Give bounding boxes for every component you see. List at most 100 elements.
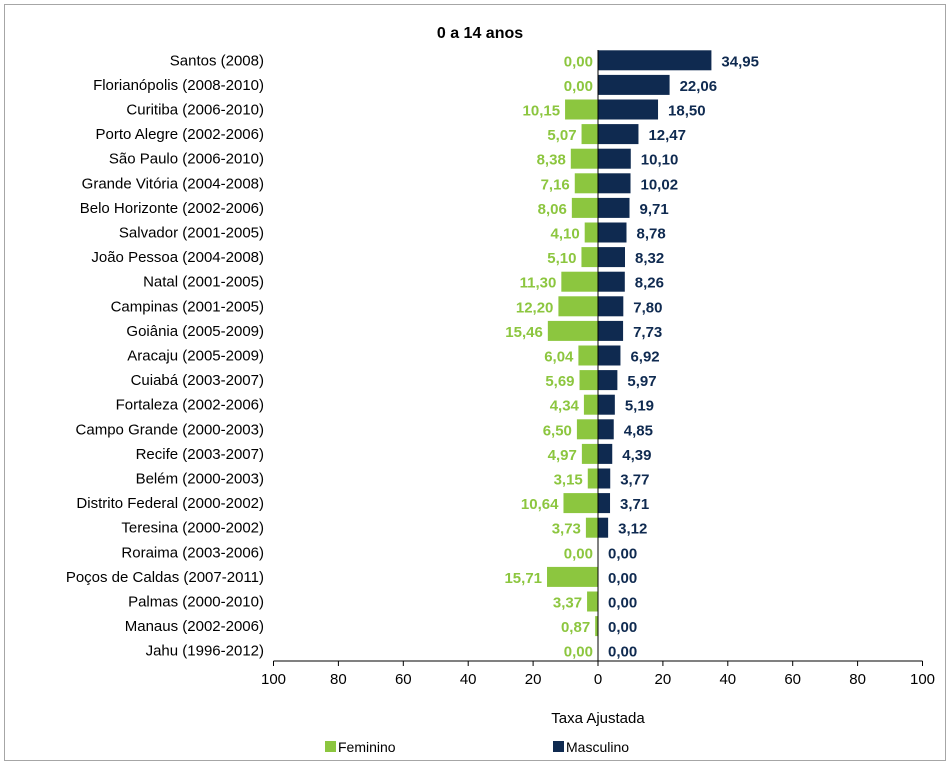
x-tick-label: 80 [330,671,347,688]
value-label-masculino: 5,19 [625,398,654,415]
bar-masculino [598,271,625,292]
value-label-masculino: 4,85 [624,422,653,439]
category-label: Aracaju (2005-2009) [127,348,264,365]
bar-masculino [598,173,631,194]
value-label-feminino: 3,73 [552,521,581,538]
bar-masculino [598,296,624,317]
bar-masculino [598,222,627,243]
bar-masculino [598,419,614,440]
value-label-feminino: 5,07 [547,127,576,144]
value-label-masculino: 22,06 [680,78,718,95]
value-label-feminino: 4,97 [548,447,577,464]
category-label: Palmas (2000-2010) [128,594,264,611]
legend-swatch-feminino [325,741,336,752]
legend-label-feminino: Feminino [338,739,396,755]
value-label-feminino: 8,06 [538,201,567,218]
value-label-feminino: 0,00 [564,78,593,95]
bar-masculino [598,517,609,538]
value-label-feminino: 0,00 [564,53,593,70]
x-tick-label: 100 [261,671,286,688]
chart-title: 0 a 14 anos [437,25,523,42]
bar-masculino [598,468,611,489]
legend: Feminino Masculino [325,739,629,755]
bar-masculino [598,493,611,514]
bar-feminino [585,517,598,538]
x-axis-label: Taxa Ajustada [551,710,645,727]
category-label: João Pessoa (2004-2008) [91,249,264,266]
value-label-masculino: 3,12 [618,521,647,538]
bar-feminino [581,443,598,464]
bar-feminino [587,591,598,612]
value-label-feminino: 10,64 [521,496,559,513]
feminino-bars [547,99,598,637]
x-tick-label: 60 [395,671,412,688]
value-label-masculino: 3,71 [620,496,649,513]
category-label: Poços de Caldas (2007-2011) [66,569,264,586]
bar-masculino [598,370,618,391]
value-label-masculino: 4,39 [622,447,651,464]
value-label-masculino: 8,78 [636,226,665,243]
category-label: Salvador (2001-2005) [119,225,264,242]
bar-masculino [598,148,631,169]
category-label: Natal (2001-2005) [143,274,264,291]
category-label: São Paulo (2006-2010) [109,151,264,168]
value-label-feminino: 8,38 [537,152,566,169]
value-label-feminino: 11,30 [520,275,557,292]
bar-masculino [598,124,639,145]
value-label-feminino: 5,69 [545,373,574,390]
value-label-feminino: 5,10 [547,250,576,267]
value-label-masculino: 12,47 [648,127,686,144]
x-tick-label: 60 [784,671,801,688]
value-label-masculino: 34,95 [721,53,759,70]
value-label-feminino: 15,46 [505,324,543,341]
category-label: Santos (2008) [170,52,264,69]
value-label-masculino: 0,00 [608,570,637,587]
value-label-feminino: 3,15 [554,472,583,489]
bar-feminino [578,345,598,366]
bar-feminino [579,370,598,391]
value-label-masculino: 9,71 [640,201,669,218]
value-label-feminino: 0,00 [564,644,593,661]
x-tick-label: 100 [910,671,935,688]
bar-feminino [563,493,598,514]
value-label-masculino: 0,00 [608,545,637,562]
value-label-masculino: 18,50 [668,103,706,120]
value-label-masculino: 8,26 [635,275,664,292]
bar-masculino [598,320,624,341]
bar-masculino [598,50,712,71]
bar-feminino [583,394,598,415]
legend-swatch-masculino [553,741,564,752]
x-tick-label: 80 [849,671,866,688]
value-label-feminino: 0,00 [564,545,593,562]
category-label: Roraima (2003-2006) [121,544,264,561]
category-label: Distrito Federal (2000-2002) [76,495,264,512]
category-label: Florianópolis (2008-2010) [93,77,264,94]
category-label: Porto Alegre (2002-2006) [96,126,264,143]
category-label: Belo Horizonte (2002-2006) [80,200,264,217]
category-label: Teresina (2000-2002) [121,520,264,537]
bar-masculino [598,99,659,120]
value-label-feminino: 6,04 [544,349,574,366]
category-label: Curitiba (2006-2010) [126,102,264,119]
bar-feminino [581,247,598,268]
bar-masculino [598,197,630,218]
x-tick-label: 20 [525,671,542,688]
bar-feminino [581,124,598,145]
value-label-masculino: 7,73 [633,324,662,341]
x-tick-label: 20 [655,671,672,688]
bar-feminino [561,271,598,292]
bar-masculino [598,394,615,415]
value-label-masculino: 0,00 [608,595,637,612]
bar-feminino [576,419,598,440]
category-label: Campinas (2001-2005) [111,298,264,315]
x-axis: 100 80 60 40 20 0 20 40 60 80 100 [261,660,935,688]
bar-feminino [570,148,598,169]
bar-feminino [547,566,598,587]
category-label: Grande Vitória (2004-2008) [82,175,264,192]
value-label-masculino: 5,97 [627,373,656,390]
value-label-feminino: 10,15 [523,103,561,120]
category-label: Fortaleza (2002-2006) [116,397,264,414]
value-label-masculino: 8,32 [635,250,664,267]
value-label-feminino: 4,10 [550,226,579,243]
